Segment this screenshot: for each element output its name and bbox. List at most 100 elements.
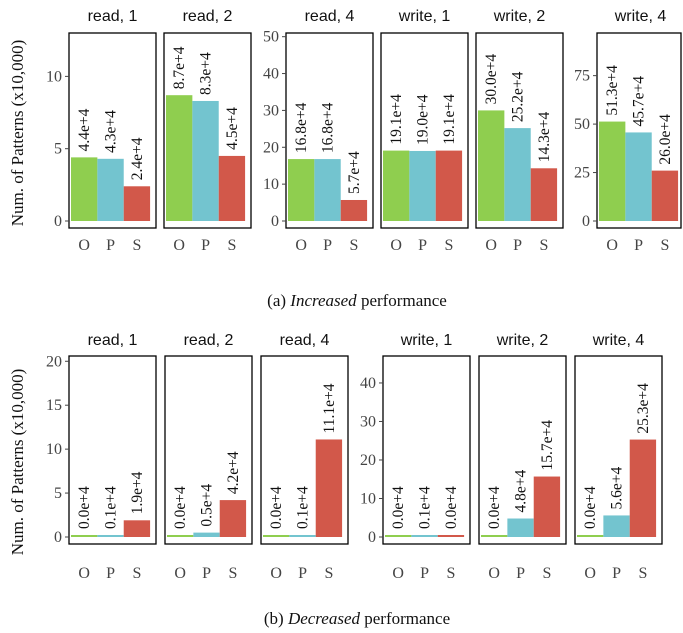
y-tick-label: 5 <box>54 141 62 158</box>
data-label-O: 0.0e+4 <box>268 486 285 529</box>
bar-O <box>166 95 193 221</box>
bar-P <box>625 132 652 221</box>
chart-panel-2: read, 2 O 8.7e+4 P 8.3e+4 S 4.5e+4 <box>163 8 252 254</box>
chart-panel-10: write, 1 O 0.0e+4 P 0.1e+4 S 0.0e+4 0 10 20 30 40 <box>360 332 471 582</box>
panel-frame <box>596 32 682 229</box>
data-label-P: 5.6e+4 <box>609 466 626 509</box>
x-tick-P: P <box>634 237 643 254</box>
data-label-O: 4.4e+4 <box>76 108 93 151</box>
chart-panel-4: write, 1 O 19.1e+4 P 19.0e+4 S 19.1e+4 <box>380 8 469 254</box>
x-tick-O: O <box>78 565 90 582</box>
bar-O <box>71 157 98 221</box>
x-tick-P: P <box>202 565 211 582</box>
chart-panel-7: read, 1 O 0.0e+4 P 0.1e+4 S 1.9e+4 0 5 10 15 20 <box>46 332 157 582</box>
x-tick-P: P <box>298 565 307 582</box>
bar-S <box>530 168 558 221</box>
data-label-S: 11.1e+4 <box>321 383 338 433</box>
bar-P <box>504 128 531 221</box>
panel-title: read, 2 <box>184 332 234 349</box>
x-tick-P: P <box>612 565 621 582</box>
x-tick-P: P <box>201 237 210 254</box>
y-tick-label: 10 <box>46 441 62 458</box>
data-label-O: 0.0e+4 <box>76 486 93 529</box>
panel-title: write, 1 <box>400 332 453 349</box>
data-label-S: 26.0e+4 <box>657 114 674 165</box>
y-tick-label: 10 <box>46 68 62 85</box>
x-tick-S: S <box>444 237 453 254</box>
data-label-P: 0.5e+4 <box>199 484 216 527</box>
panel-title: read, 1 <box>88 8 138 25</box>
caption-a-prefix: (a) <box>267 291 290 310</box>
bar-P <box>193 532 220 537</box>
x-tick-O: O <box>584 565 596 582</box>
bar-O <box>577 535 604 537</box>
x-tick-O: O <box>392 565 404 582</box>
bar-O <box>71 535 98 537</box>
data-label-O: 0.0e+4 <box>390 486 407 529</box>
caption-a: (a) Increased performance <box>267 291 447 310</box>
x-tick-O: O <box>295 237 307 254</box>
panel-frame <box>478 355 567 545</box>
bar-O <box>288 159 315 221</box>
chart-panel-11: write, 2 O 0.0e+4 P 4.8e+4 S 15.7e+4 <box>478 332 567 582</box>
y-tick-label: 20 <box>263 139 279 156</box>
bar-P <box>411 535 438 537</box>
x-tick-S: S <box>349 237 358 254</box>
y-tick-label: 0 <box>54 529 62 546</box>
y-tick-label: 0 <box>271 213 279 230</box>
panel-frame <box>285 32 374 229</box>
y-tick-label: 25 <box>574 165 590 182</box>
data-label-S: 0.0e+4 <box>443 486 460 529</box>
caption-a-emph: Increased <box>289 291 357 310</box>
bar-P <box>97 535 124 537</box>
bar-S <box>123 520 151 537</box>
y-tick-label: 0 <box>368 529 376 546</box>
chart-panels: read, 1 O 4.4e+4 P 4.3e+4 S 2.4e+4 0 5 10 read, 2 O… <box>46 8 682 582</box>
data-label-O: 30.0e+4 <box>483 54 500 105</box>
x-tick-O: O <box>390 237 402 254</box>
data-label-O: 0.0e+4 <box>582 486 599 529</box>
bar-P <box>409 150 436 221</box>
x-tick-P: P <box>323 237 332 254</box>
x-tick-O: O <box>606 237 618 254</box>
x-tick-S: S <box>228 565 237 582</box>
bar-S <box>629 439 657 537</box>
panel-frame <box>164 355 253 545</box>
x-tick-O: O <box>173 237 185 254</box>
data-label-O: 0.0e+4 <box>172 486 189 529</box>
x-tick-S: S <box>660 237 669 254</box>
bar-S <box>218 155 246 221</box>
data-label-P: 8.3e+4 <box>198 52 215 95</box>
bar-O <box>481 535 508 537</box>
y-tick-label: 30 <box>360 413 376 430</box>
x-tick-O: O <box>485 237 497 254</box>
panel-frame <box>380 32 469 229</box>
panel-title: read, 4 <box>305 8 355 25</box>
bar-P <box>603 515 630 537</box>
bar-S <box>651 170 679 221</box>
x-tick-S: S <box>227 237 236 254</box>
x-tick-S: S <box>539 237 548 254</box>
data-label-P: 4.3e+4 <box>103 110 120 153</box>
data-label-S: 15.7e+4 <box>539 420 556 471</box>
bar-P <box>192 100 219 221</box>
y-tick-label: 50 <box>263 29 279 46</box>
bar-S <box>219 500 247 537</box>
bar-S <box>340 199 368 221</box>
data-label-S: 5.7e+4 <box>346 151 363 194</box>
panel-frame <box>574 355 663 545</box>
bar-O <box>167 535 194 537</box>
x-tick-S: S <box>324 565 333 582</box>
chart-panel-8: read, 2 O 0.0e+4 P 0.5e+4 S 4.2e+4 <box>164 332 253 582</box>
panel-title: write, 4 <box>592 332 645 349</box>
y-axis-label-b: Num. of Patterns (x10,000) <box>8 369 27 556</box>
y-tick-label: 15 <box>46 397 62 414</box>
panel-title: write, 2 <box>493 8 546 25</box>
chart-panel-6: write, 4 O 51.3e+4 P 45.7e+4 S 26.0e+4 0 25 50 75 <box>574 8 682 254</box>
data-label-P: 4.8e+4 <box>513 470 530 513</box>
data-label-P: 45.7e+4 <box>631 76 648 127</box>
caption-b-prefix: (b) <box>264 609 288 628</box>
caption-a-suffix: performance <box>357 291 447 310</box>
x-tick-P: P <box>420 565 429 582</box>
